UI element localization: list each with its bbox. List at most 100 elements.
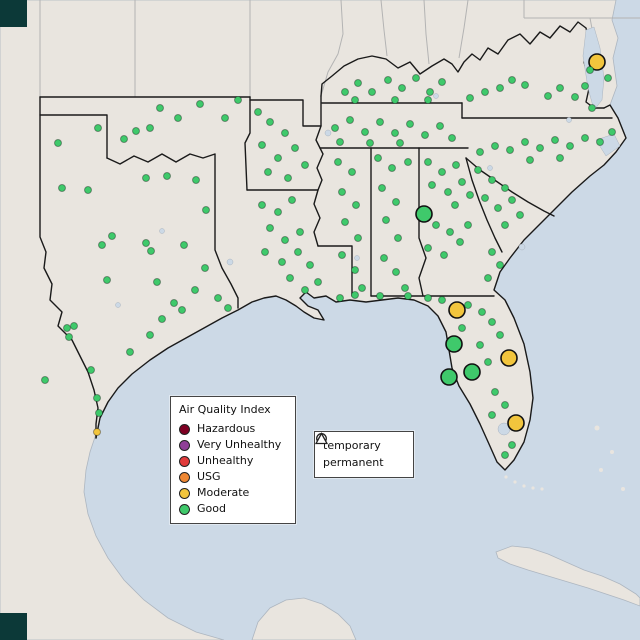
station-marker-good[interactable]	[301, 161, 309, 169]
station-marker-good[interactable]	[264, 168, 272, 176]
station-marker-good[interactable]	[508, 441, 516, 449]
station-marker-good[interactable]	[274, 154, 282, 162]
station-marker-good[interactable]	[484, 274, 492, 282]
station-marker-good[interactable]	[331, 124, 339, 132]
station-marker-good[interactable]	[103, 276, 111, 284]
station-marker-good[interactable]	[466, 94, 474, 102]
station-marker-good[interactable]	[501, 221, 509, 229]
station-marker-good[interactable]	[588, 104, 596, 112]
station-marker-good[interactable]	[440, 251, 448, 259]
station-marker-good[interactable]	[581, 134, 589, 142]
station-marker-good[interactable]	[87, 366, 95, 374]
station-marker-good[interactable]	[341, 88, 349, 96]
station-marker-good[interactable]	[426, 88, 434, 96]
station-marker-good[interactable]	[98, 241, 106, 249]
station-marker-good[interactable]	[366, 139, 374, 147]
station-marker-good[interactable]	[604, 74, 612, 82]
station-marker-good[interactable]	[147, 247, 155, 255]
station-marker-good[interactable]	[556, 154, 564, 162]
station-marker-moderate[interactable]	[448, 301, 466, 319]
station-marker-good[interactable]	[274, 208, 282, 216]
station-marker-good[interactable]	[506, 146, 514, 154]
station-marker-good[interactable]	[491, 388, 499, 396]
station-marker-good[interactable]	[432, 221, 440, 229]
station-marker-good[interactable]	[458, 324, 466, 332]
station-marker-good[interactable]	[464, 221, 472, 229]
station-marker-good[interactable]	[346, 116, 354, 124]
station-marker-good[interactable]	[544, 92, 552, 100]
station-marker-good[interactable]	[484, 358, 492, 366]
station-marker-good[interactable]	[108, 232, 116, 240]
station-marker-good[interactable]	[412, 74, 420, 82]
station-marker-moderate[interactable]	[507, 414, 525, 432]
station-marker-good[interactable]	[93, 394, 101, 402]
station-marker-good[interactable]	[142, 174, 150, 182]
station-marker-good[interactable]	[421, 131, 429, 139]
station-marker-good[interactable]	[392, 268, 400, 276]
station-marker-good[interactable]	[348, 168, 356, 176]
station-marker-good[interactable]	[158, 315, 166, 323]
station-marker-good[interactable]	[142, 239, 150, 247]
station-marker-good[interactable]	[368, 88, 376, 96]
station-marker-good[interactable]	[586, 66, 594, 74]
station-marker-good[interactable]	[438, 296, 446, 304]
station-marker-good[interactable]	[581, 82, 589, 90]
station-marker-good[interactable]	[424, 158, 432, 166]
station-marker-good[interactable]	[415, 205, 433, 223]
station-marker-good[interactable]	[496, 84, 504, 92]
station-marker-good[interactable]	[281, 236, 289, 244]
station-marker-good[interactable]	[448, 134, 456, 142]
station-marker-moderate[interactable]	[93, 428, 101, 436]
station-marker-good[interactable]	[132, 127, 140, 135]
station-marker-good[interactable]	[126, 348, 134, 356]
station-marker-good[interactable]	[464, 301, 472, 309]
station-marker-good[interactable]	[70, 322, 78, 330]
station-marker-good[interactable]	[596, 138, 604, 146]
station-marker-good[interactable]	[481, 194, 489, 202]
station-marker-good[interactable]	[488, 318, 496, 326]
station-marker-good[interactable]	[153, 278, 161, 286]
station-marker-good[interactable]	[374, 154, 382, 162]
station-marker-good[interactable]	[521, 138, 529, 146]
station-marker-good[interactable]	[196, 100, 204, 108]
station-marker-good[interactable]	[306, 261, 314, 269]
station-marker-good[interactable]	[382, 216, 390, 224]
station-marker-good[interactable]	[156, 104, 164, 112]
station-marker-good[interactable]	[508, 196, 516, 204]
station-marker-good[interactable]	[63, 324, 71, 332]
station-marker-good[interactable]	[334, 158, 342, 166]
station-marker-good[interactable]	[191, 286, 199, 294]
station-marker-good[interactable]	[120, 135, 128, 143]
station-marker-good[interactable]	[516, 211, 524, 219]
station-marker-good[interactable]	[398, 84, 406, 92]
station-marker-good[interactable]	[296, 228, 304, 236]
station-marker-moderate[interactable]	[588, 53, 606, 71]
station-marker-good[interactable]	[424, 244, 432, 252]
station-marker-good[interactable]	[488, 176, 496, 184]
station-marker-good[interactable]	[458, 178, 466, 186]
station-marker-good[interactable]	[224, 304, 232, 312]
station-marker-good[interactable]	[281, 129, 289, 137]
station-marker-good[interactable]	[571, 93, 579, 101]
station-marker-good[interactable]	[258, 201, 266, 209]
station-marker-good[interactable]	[445, 335, 463, 353]
station-marker-good[interactable]	[491, 142, 499, 150]
station-marker-good[interactable]	[501, 184, 509, 192]
station-marker-good[interactable]	[291, 144, 299, 152]
station-marker-good[interactable]	[501, 401, 509, 409]
station-marker-good[interactable]	[202, 206, 210, 214]
station-marker-good[interactable]	[58, 184, 66, 192]
station-marker-good[interactable]	[488, 248, 496, 256]
station-marker-good[interactable]	[95, 409, 103, 417]
station-marker-good[interactable]	[451, 201, 459, 209]
station-marker-good[interactable]	[338, 188, 346, 196]
station-marker-good[interactable]	[376, 118, 384, 126]
station-marker-good[interactable]	[438, 78, 446, 86]
station-marker-good[interactable]	[481, 88, 489, 96]
station-marker-good[interactable]	[314, 278, 322, 286]
station-marker-good[interactable]	[261, 248, 269, 256]
station-marker-good[interactable]	[376, 292, 384, 300]
station-marker-good[interactable]	[406, 120, 414, 128]
station-marker-good[interactable]	[494, 204, 502, 212]
station-marker-good[interactable]	[284, 174, 292, 182]
